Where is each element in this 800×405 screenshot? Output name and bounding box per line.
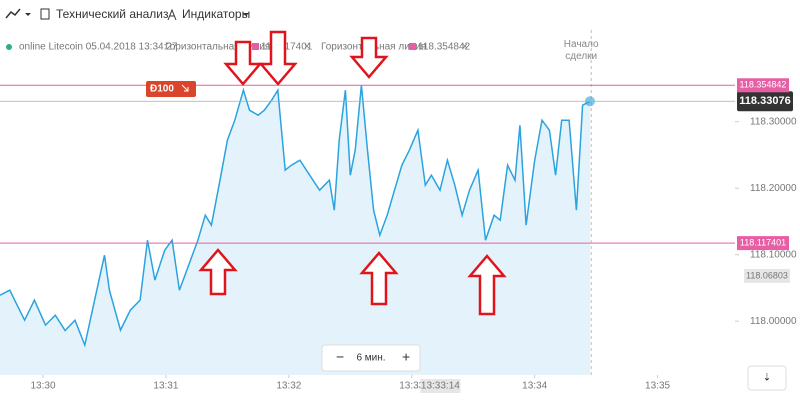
y-tick-label: 118.00000	[750, 316, 797, 327]
scroll-button[interactable]	[747, 365, 787, 391]
annotation-arrow	[349, 36, 389, 79]
hline-label: 118.354842	[740, 80, 787, 90]
x-tick-label: 13:35	[645, 381, 670, 392]
zoom-out[interactable]: −	[336, 349, 344, 365]
remove-button[interactable]: ×	[304, 42, 310, 53]
x-tick-label: 13:32	[276, 381, 301, 392]
plot: Начало сделки 118.33076 118.117401 118.35484…	[0, 30, 797, 393]
annotation-arrow	[223, 40, 263, 86]
dropdown-caret[interactable]	[243, 13, 249, 16]
annotation-arrow	[258, 30, 298, 86]
x-tick-label: 13:31	[153, 381, 178, 392]
indicators-icon[interactable]	[167, 8, 177, 21]
deal-start-label: Начало сделки	[564, 39, 599, 62]
cursor-time-box	[420, 379, 461, 393]
status-dot	[6, 44, 12, 50]
analysis-icon[interactable]	[40, 8, 50, 20]
position-amount: Ð100	[150, 84, 174, 95]
position-badge[interactable]	[146, 81, 196, 97]
current-price-box	[737, 91, 793, 112]
price-marker-box	[744, 268, 790, 283]
price-marker-label: 118.06803	[746, 270, 788, 280]
x-tick-label: 13:30	[31, 381, 56, 392]
indicators-button[interactable]: Индикаторы	[182, 7, 250, 21]
zoom-control	[321, 344, 421, 372]
hline-legend-value: 118.354842	[418, 42, 471, 53]
direction-icon	[181, 84, 189, 92]
annotation-arrows	[198, 30, 507, 316]
asset-legend: online Litecoin 05.04.2018 13:34:27	[19, 42, 178, 53]
remove-button[interactable]: ×	[462, 42, 468, 53]
dropdown-caret[interactable]	[25, 13, 31, 16]
chart-type-icon[interactable]	[5, 8, 21, 19]
hline-legend-value: 118.117401	[261, 42, 313, 53]
hline-label: 118.117401	[740, 237, 786, 247]
y-tick-label: 118.30000	[750, 116, 797, 127]
hline-label-box	[737, 236, 789, 251]
annotation-arrow	[467, 254, 507, 316]
hline-swatch	[409, 43, 416, 50]
cursor-time-label: 13:33:14	[421, 381, 460, 392]
annotation-arrow	[359, 251, 399, 306]
hline-legend: Горизонтальная линия	[165, 42, 270, 53]
hline-swatch	[252, 43, 259, 50]
y-tick-label: 118.10000	[750, 249, 797, 260]
x-tick-label: 13:33	[399, 381, 424, 392]
current-price-label: 118.33076	[739, 95, 790, 107]
scroll-icon: ⇣	[763, 373, 771, 384]
zoom-interval: 6 мин.	[356, 353, 385, 364]
analysis-button[interactable]: Технический анализ	[56, 7, 169, 21]
y-tick-label: 118.20000	[750, 183, 797, 194]
price-line	[0, 85, 591, 348]
zoom-in[interactable]: +	[402, 349, 410, 365]
x-tick-label: 13:34	[522, 381, 547, 392]
area-fill	[0, 85, 590, 375]
hline-label-box	[737, 78, 789, 93]
annotation-arrow	[198, 248, 238, 296]
